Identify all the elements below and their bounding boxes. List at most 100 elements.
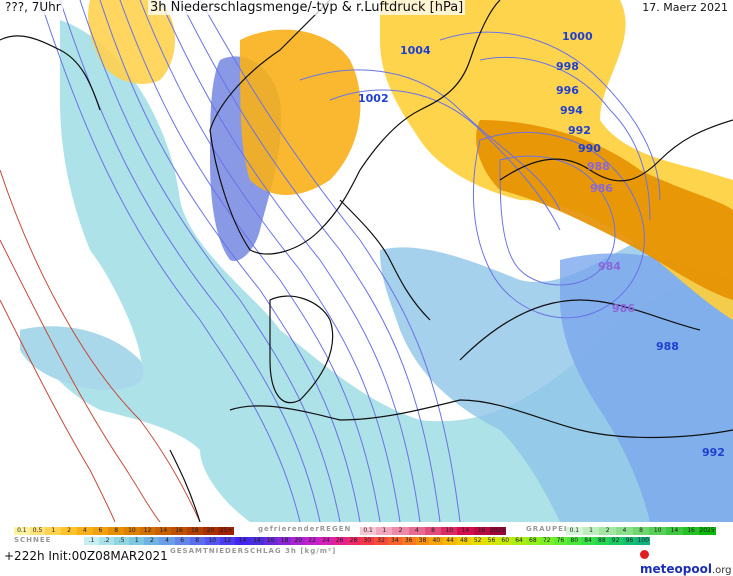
legend-cell: 8 — [632, 527, 650, 535]
legend-cell: 2025+ — [489, 527, 506, 535]
legend-cell: 44 — [443, 537, 457, 545]
legend-cell: 16 — [263, 537, 278, 545]
snow-scale: .1.2.5 1 2 4 6 8 10 12 14 — [84, 537, 251, 545]
legend-cell: 80 — [567, 537, 582, 545]
pressure-label: 992 — [568, 124, 591, 137]
legend-cell: 84 — [581, 537, 595, 545]
legend-cell: 32 — [374, 537, 388, 545]
legend-cell: 14 — [250, 537, 264, 545]
legend-cell: 1 — [45, 527, 62, 535]
pressure-label: 1000 — [562, 30, 593, 43]
pressure-label: 1002 — [358, 92, 389, 105]
pressure-label: 998 — [556, 60, 579, 73]
pressure-label: 990 — [578, 142, 601, 155]
rain-scale: 0.1 0.5 1 2 4 6 8 10 12 14 16 18 20 25+ — [14, 527, 235, 535]
legend-cell: 12 — [139, 527, 156, 535]
legend-cell: 22 — [305, 537, 319, 545]
logo-suffix: .org — [711, 565, 732, 576]
legend-cell: 26 — [332, 537, 347, 545]
legend-cell: 60 — [498, 537, 513, 545]
pressure-label: 986 — [612, 302, 635, 315]
legend-cell: 52 — [470, 537, 485, 545]
legend-cell: 14 — [666, 527, 683, 535]
legend-cell: 16 — [473, 527, 490, 535]
legend-cell: 8 — [108, 527, 125, 535]
isobar-lines — [39, 0, 661, 522]
legend-cell: 28 — [346, 537, 361, 545]
pressure-label: 992 — [702, 446, 725, 459]
total-precip-title: GESAMTNIEDERSCHLAG 3h [kg/m²] — [170, 547, 337, 555]
legend-cell: 14 — [155, 527, 172, 535]
legend-cell: 88 — [594, 537, 609, 545]
legend-cell: 10 — [204, 537, 220, 545]
legend-cell: 92 — [608, 537, 623, 545]
legend-cell: 10 — [441, 527, 458, 535]
legend-cell: 14 — [457, 527, 474, 535]
legend-cell: 16 — [682, 527, 700, 535]
legend-cell: 25+ — [218, 527, 235, 535]
freezing-rain-title: gefrierenderREGEN — [258, 525, 352, 533]
legend-cell: 10 — [649, 527, 667, 535]
legend-cell: 6 — [92, 527, 109, 535]
legend-cell: 0.1 — [360, 527, 377, 535]
legend-cell: 4 — [159, 537, 175, 545]
logo-icon — [640, 550, 649, 559]
legend-cell: 1 — [129, 537, 145, 545]
snow-field — [20, 20, 733, 522]
legend-cell: 10 — [124, 527, 140, 535]
legend: 0.1 0.5 1 2 4 6 8 10 12 14 16 18 20 25+ gefrierenderR… — [0, 522, 733, 576]
legend-cell: 38 — [415, 537, 430, 545]
legend-cell: 0.1 — [14, 527, 30, 535]
pressure-label: 988 — [587, 160, 610, 173]
legend-cell: 16 — [171, 527, 187, 535]
legend-cell: 4 — [408, 527, 425, 535]
legend-cell: 1 — [376, 527, 393, 535]
map-title: 3h Niederschlagsmenge/-typ & r.Luftdruck… — [148, 0, 466, 15]
legend-cell: 4 — [76, 527, 93, 535]
legend-cell: 8 — [424, 527, 442, 535]
pressure-label: 994 — [560, 104, 583, 117]
legend-cell: 68 — [525, 537, 540, 545]
legend-cell: 2025+ — [699, 527, 717, 535]
legend-cell: 40 — [429, 537, 444, 545]
legend-cell: 0.1 — [566, 527, 583, 535]
legend-cell: 56 — [484, 537, 499, 545]
header-left: ???, 7Uhr — [3, 0, 63, 15]
legend-cell: 6 — [174, 537, 190, 545]
legend-cell: 1 — [582, 527, 600, 535]
legend-cell: 20 — [202, 527, 219, 535]
legend-cell: 18 — [186, 527, 203, 535]
isobar-outer — [0, 169, 201, 522]
pressure-label: 986 — [590, 182, 613, 195]
legend-cell: 34 — [387, 537, 402, 545]
legend-cell: 18 — [277, 537, 292, 545]
legend-cell: 30 — [360, 537, 375, 545]
coastlines — [0, 0, 733, 522]
legend-cell: 64 — [512, 537, 526, 545]
legend-cell: 100 — [636, 537, 651, 545]
graupel-title: GRAUPEL — [526, 525, 570, 533]
weather-map: 1004 1002 1000 998 996 994 992 990 988 9… — [0, 0, 733, 522]
pressure-labels: 1004 1002 1000 998 996 994 992 990 988 9… — [358, 30, 725, 459]
legend-cell: .5 — [114, 537, 130, 545]
legend-cell: 96 — [622, 537, 637, 545]
meteopool-logo[interactable]: meteopool.org — [640, 548, 733, 576]
legend-cell: 2 — [392, 527, 409, 535]
logo-text: meteopool — [640, 562, 712, 576]
legend-cell: 12 — [219, 537, 235, 545]
legend-cell: 48 — [456, 537, 471, 545]
legend-cell: 2 — [144, 537, 160, 545]
run-info: +222h Init:00Z08MAR2021 — [4, 549, 168, 563]
legend-cell: 76 — [553, 537, 568, 545]
legend-cell: 8 — [189, 537, 205, 545]
legend-cell: 24 — [318, 537, 333, 545]
legend-cell: 4 — [616, 527, 633, 535]
total-precip-scale: 14 16 18 20 22 24 26 28 30 32 34 36 38 40 44 48 52 56 60 64… — [250, 537, 651, 545]
legend-cell: .2 — [99, 537, 115, 545]
legend-cell: 2 — [61, 527, 77, 535]
pressure-label: 984 — [598, 260, 621, 273]
pressure-label: 988 — [656, 340, 679, 353]
snow-title: SCHNEE — [14, 536, 52, 544]
